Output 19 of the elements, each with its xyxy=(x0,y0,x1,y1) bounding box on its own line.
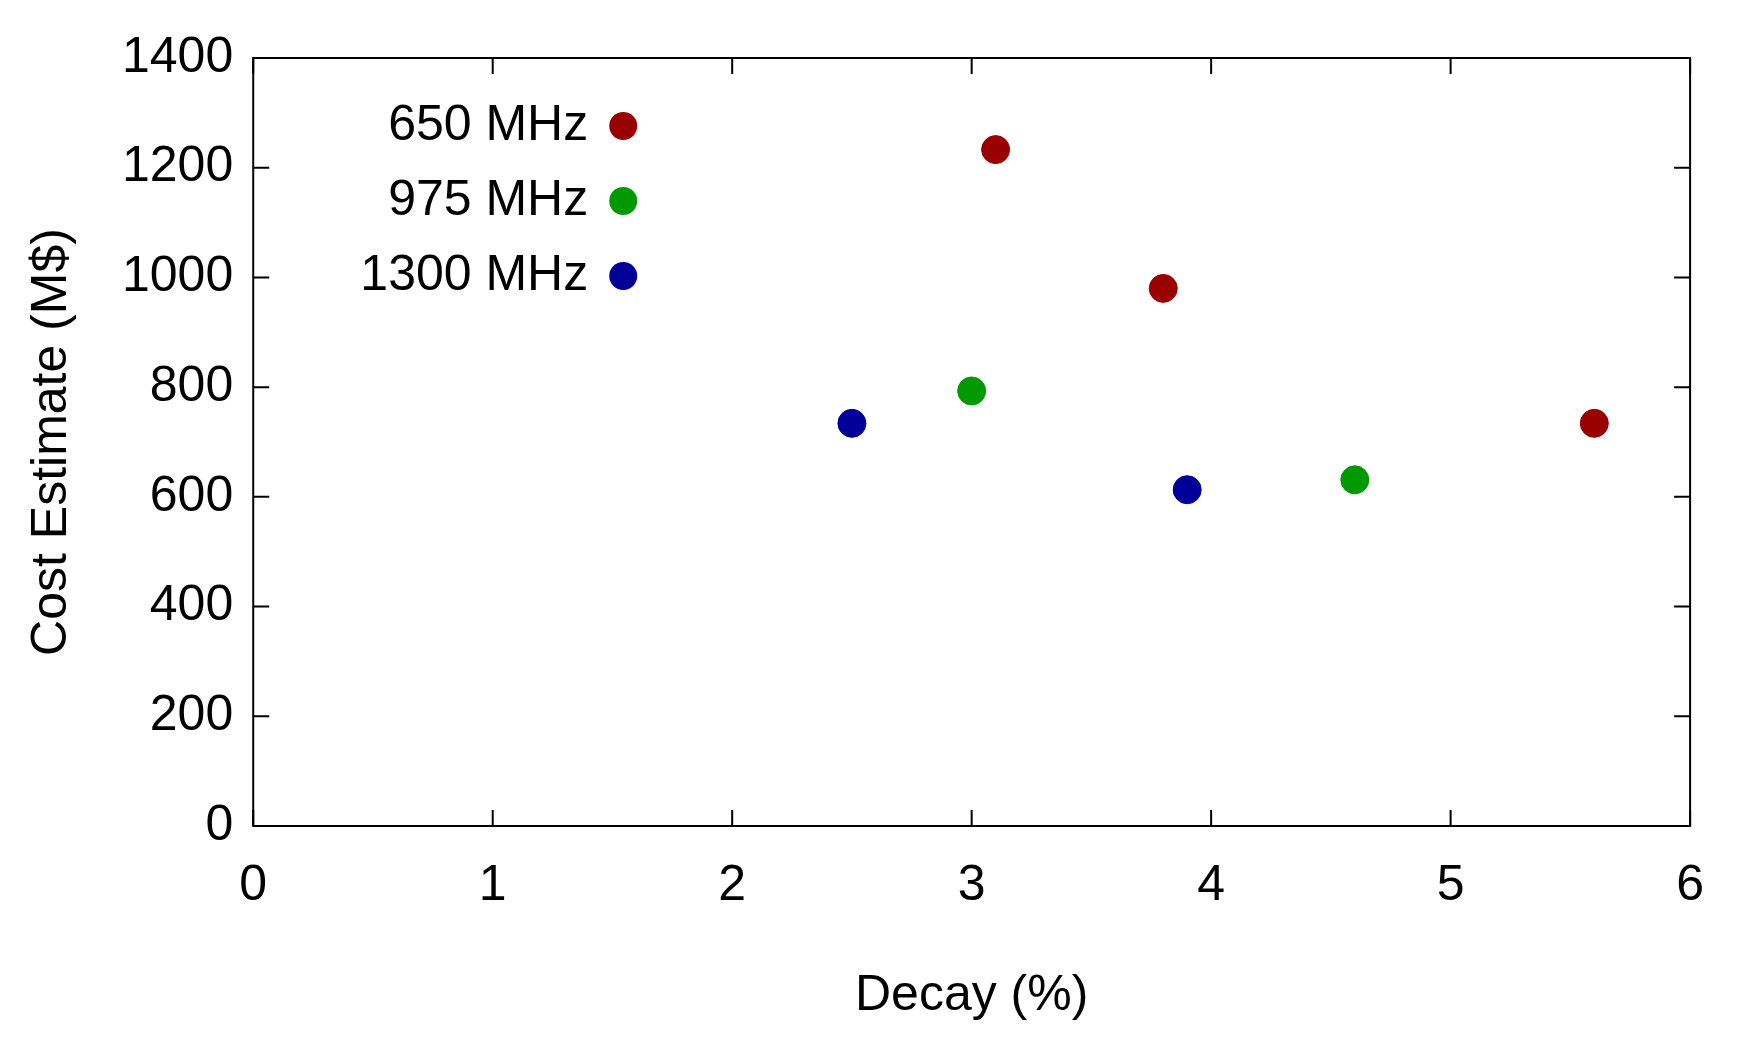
y-tick-label: 800 xyxy=(149,355,234,412)
x-tick-label: 5 xyxy=(1436,854,1465,911)
x-tick-label: 2 xyxy=(718,854,747,911)
legend-label: 650 MHz xyxy=(388,94,589,151)
x-tick-label: 1 xyxy=(478,854,507,911)
y-tick-label: 400 xyxy=(149,575,234,632)
y-tick-label: 0 xyxy=(205,794,234,851)
x-axis-title: Decay (%) xyxy=(854,964,1089,1021)
legend-label: 1300 MHz xyxy=(360,244,589,301)
y-tick-label: 1400 xyxy=(122,26,234,83)
y-axis-title: Cost Estimate (M$) xyxy=(20,228,77,656)
x-tick-label: 3 xyxy=(957,854,986,911)
legend-label: 975 MHz xyxy=(388,169,589,226)
y-tick-label: 1000 xyxy=(122,246,234,303)
x-tick-label: 6 xyxy=(1676,854,1704,911)
y-tick-label: 600 xyxy=(149,465,234,522)
y-tick-label: 1200 xyxy=(122,136,234,193)
y-tick-label: 200 xyxy=(149,685,234,742)
x-tick-label: 4 xyxy=(1197,854,1226,911)
